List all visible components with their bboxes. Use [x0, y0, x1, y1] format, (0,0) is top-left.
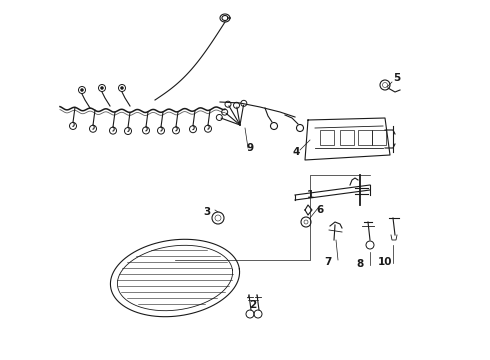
Text: 10: 10 — [378, 257, 392, 267]
Text: 1: 1 — [306, 190, 314, 200]
Circle shape — [121, 86, 123, 90]
Text: 3: 3 — [203, 207, 211, 217]
Text: 6: 6 — [317, 205, 323, 215]
Text: 2: 2 — [249, 300, 257, 310]
Text: 5: 5 — [393, 73, 401, 83]
Circle shape — [80, 89, 83, 91]
Circle shape — [100, 86, 103, 90]
Text: 7: 7 — [324, 257, 332, 267]
Text: 9: 9 — [246, 143, 253, 153]
Text: 8: 8 — [356, 259, 364, 269]
Text: 4: 4 — [293, 147, 300, 157]
